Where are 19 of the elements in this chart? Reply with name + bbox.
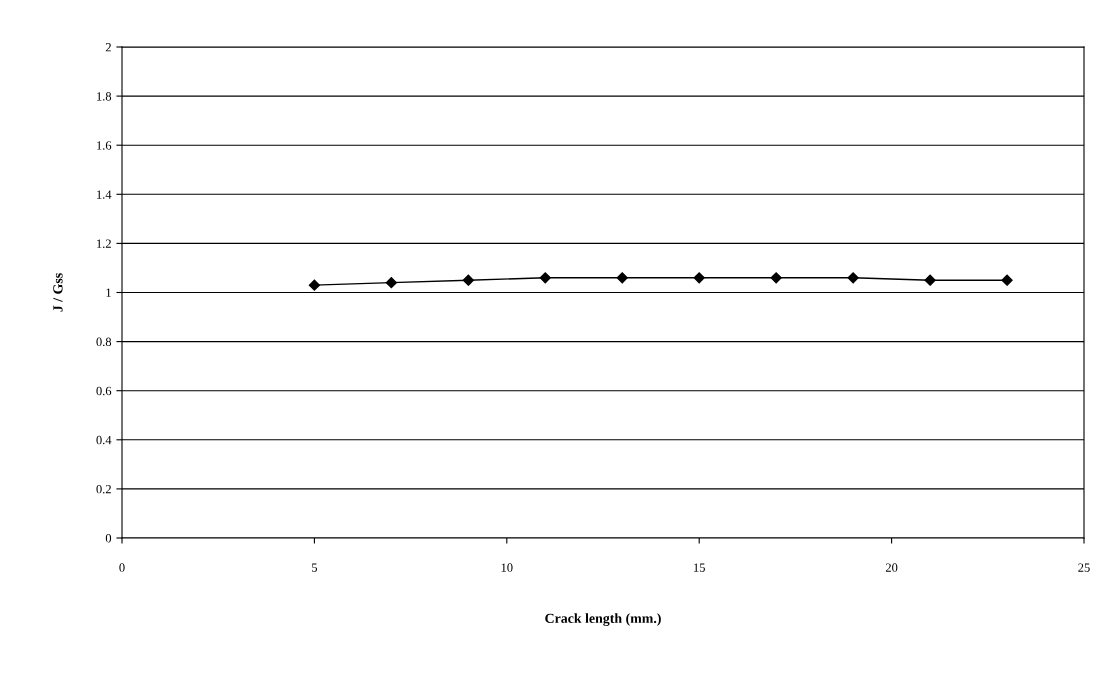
y-tick-label: 2: [105, 43, 111, 52]
y-tick-label: 1: [106, 288, 111, 297]
y-axis-title: J / Gss: [53, 273, 63, 312]
y-tick-label: 1.2: [97, 239, 111, 248]
x-tick-label: 25: [1078, 563, 1090, 572]
y-tick-label: 0.2: [96, 484, 111, 494]
x-tick-label: 20: [885, 563, 898, 572]
y-tick-label: 1.8: [97, 92, 112, 101]
x-axis-title: Crack length (mm.): [545, 613, 661, 626]
y-tick-label: 0.4: [96, 435, 112, 445]
x-tick-label: 15: [694, 563, 705, 572]
y-tick-label: 1.6: [97, 141, 112, 150]
x-tick-label: 0: [119, 563, 125, 572]
x-tick-label: 5: [312, 563, 318, 572]
y-tick-label: 0: [105, 534, 112, 543]
y-tick-label: 0.6: [96, 386, 112, 396]
y-tick-label: 0.8: [96, 337, 112, 347]
x-tick-label: 10: [501, 563, 513, 572]
y-tick-label: 1.4: [97, 190, 112, 199]
